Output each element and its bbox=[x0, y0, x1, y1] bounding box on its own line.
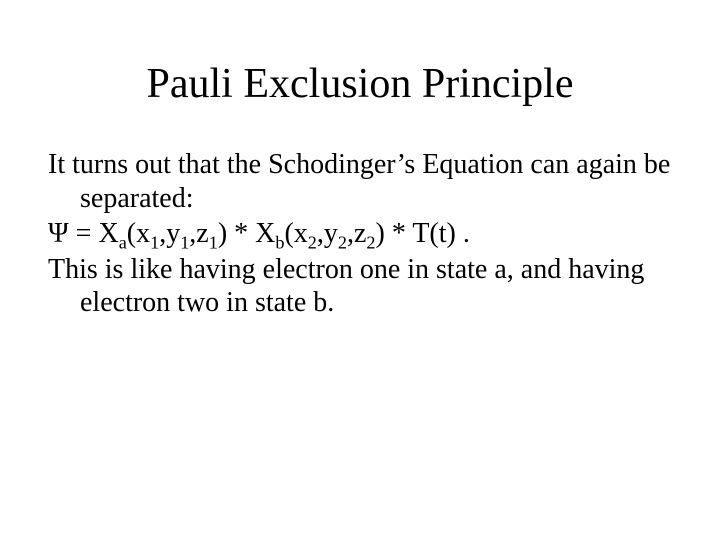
subscript-a: a bbox=[119, 233, 127, 253]
eq-text: ,y bbox=[317, 218, 338, 249]
subscript-1: 1 bbox=[180, 233, 189, 253]
paragraph-explain: This is like having electron one in stat… bbox=[48, 253, 672, 320]
paragraph-intro: It turns out that the Schodinger’s Equat… bbox=[48, 148, 672, 215]
subscript-2: 2 bbox=[338, 233, 347, 253]
subscript-2: 2 bbox=[366, 233, 375, 253]
slide-body: It turns out that the Schodinger’s Equat… bbox=[48, 148, 672, 320]
eq-text: (x bbox=[284, 218, 307, 249]
eq-text: ,y bbox=[159, 218, 180, 249]
eq-text: ) * T(t) . bbox=[376, 218, 470, 249]
symbol-psi: Ψ bbox=[48, 218, 69, 249]
slide: Pauli Exclusion Principle It turns out t… bbox=[0, 0, 720, 540]
eq-text: = X bbox=[69, 218, 119, 249]
subscript-1: 1 bbox=[150, 233, 159, 253]
eq-text: (x bbox=[127, 218, 150, 249]
equation-line: Ψ = Xa(x1,y1,z1) * Xb(x2,y2,z2) * T(t) . bbox=[48, 217, 672, 251]
eq-text: ) * X bbox=[218, 218, 276, 249]
eq-text: ,z bbox=[189, 218, 208, 249]
slide-title: Pauli Exclusion Principle bbox=[48, 60, 672, 108]
subscript-1: 1 bbox=[209, 233, 218, 253]
eq-text: ,z bbox=[347, 218, 366, 249]
subscript-2: 2 bbox=[308, 233, 317, 253]
